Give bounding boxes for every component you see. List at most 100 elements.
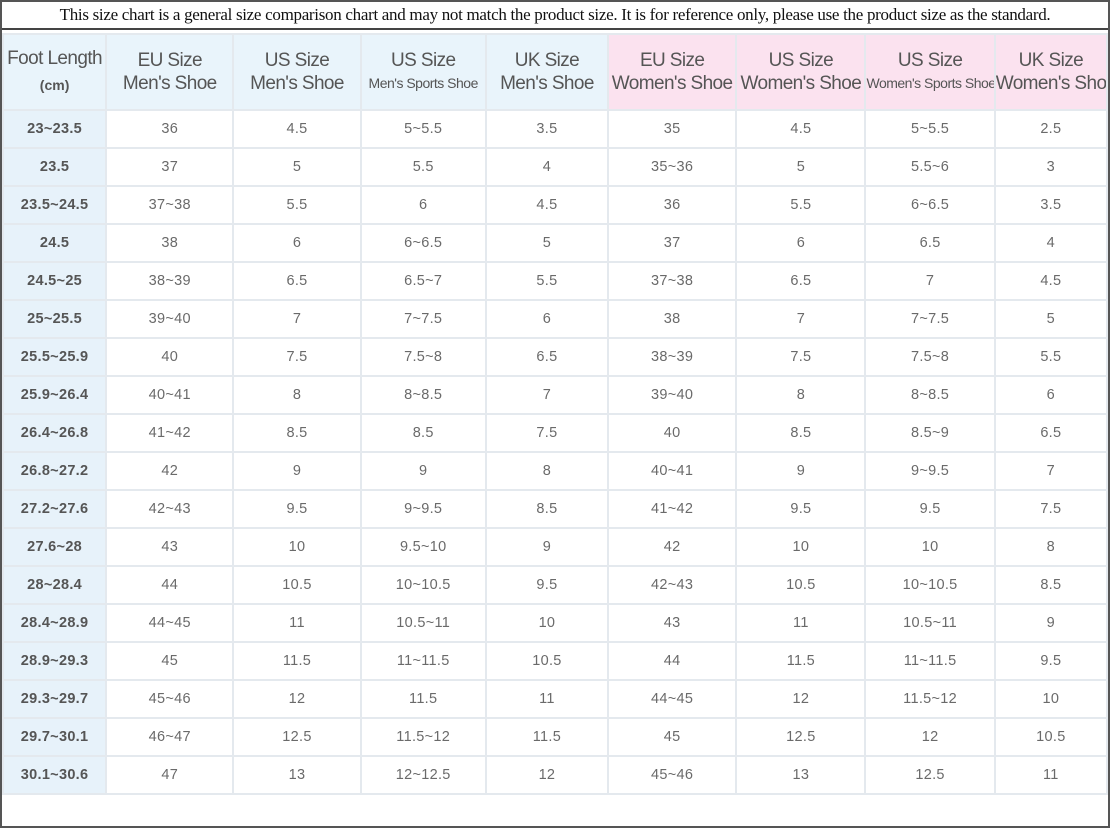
size-cell: 4	[484, 147, 610, 187]
foot-length-cell: 29.7~30.1	[1, 717, 108, 757]
column-header: UK Size Men's Shoe	[484, 33, 610, 111]
size-cell: 10.5	[735, 565, 867, 605]
size-cell: 5	[484, 223, 610, 263]
size-cell: 44	[105, 565, 235, 605]
column-header: EU Size Women's Shoe	[607, 33, 738, 111]
size-cell: 4	[993, 223, 1109, 263]
size-cell: 8~8.5	[359, 375, 487, 415]
column-header-title: UK Size	[514, 50, 580, 71]
size-cell: 45	[105, 641, 235, 681]
column-header-subtitle: Men's Shoe	[250, 73, 344, 94]
size-cell: 43	[105, 527, 235, 567]
size-cell: 5.5~6	[864, 147, 996, 187]
size-cell: 38~39	[607, 337, 738, 377]
size-cell: 9~9.5	[359, 489, 487, 529]
size-cell: 10~10.5	[359, 565, 487, 605]
size-cell: 8	[735, 375, 867, 415]
size-cell: 43	[607, 603, 738, 643]
size-cell: 8~8.5	[864, 375, 996, 415]
size-cell: 10~10.5	[864, 565, 996, 605]
size-cell: 9.5~10	[359, 527, 487, 567]
size-cell: 3.5	[993, 185, 1109, 225]
column-header-title: EU Size	[137, 50, 203, 71]
size-cell: 7~7.5	[359, 299, 487, 339]
size-comparison-table: Foot Length (cm) EU Size Men's Shoe US Size M…	[1, 33, 1109, 795]
size-cell: 35~36	[607, 147, 738, 187]
size-cell: 4.5	[232, 109, 362, 149]
foot-length-cell: 29.3~29.7	[1, 679, 108, 719]
size-cell: 8.5	[993, 565, 1109, 605]
size-cell: 7.5~8	[359, 337, 487, 377]
foot-length-cell: 28.9~29.3	[1, 641, 108, 681]
size-cell: 2.5	[993, 109, 1109, 149]
size-cell: 42	[607, 527, 738, 567]
header-row: Foot Length (cm) EU Size Men's Shoe US Size M…	[1, 33, 1109, 111]
foot-length-cell: 26.8~27.2	[1, 451, 108, 491]
size-cell: 7.5	[993, 489, 1109, 529]
size-cell: 4.5	[993, 261, 1109, 301]
column-header-title: US Size	[391, 50, 456, 71]
size-cell: 7.5	[232, 337, 362, 377]
table-row: 28~28.4 44 10.5 10~10.5 9.5 42~43 10.5 10~10.5 8…	[1, 565, 1109, 605]
size-cell: 37	[105, 147, 235, 187]
column-header-subtitle: Men's Shoe	[500, 73, 594, 94]
size-cell: 44~45	[105, 603, 235, 643]
size-cell: 38	[607, 299, 738, 339]
size-cell: 5.5	[484, 261, 610, 301]
size-cell: 6.5	[484, 337, 610, 377]
foot-length-cell: 27.6~28	[1, 527, 108, 567]
size-cell: 44~45	[607, 679, 738, 719]
size-cell: 38	[105, 223, 235, 263]
table-row: 26.8~27.2 42 9 9 8 40~41 9 9~9.5 7	[1, 451, 1109, 491]
size-cell: 11.5	[735, 641, 867, 681]
size-cell: 9.5	[993, 641, 1109, 681]
column-header-subtitle: Women's Sports Shoe	[866, 75, 995, 91]
size-cell: 8	[232, 375, 362, 415]
size-cell: 39~40	[105, 299, 235, 339]
size-cell: 41~42	[607, 489, 738, 529]
table-row: 29.3~29.7 45~46 12 11.5 11 44~45 12 11.5~12 10	[1, 679, 1109, 719]
size-cell: 39~40	[607, 375, 738, 415]
size-cell: 7.5	[484, 413, 610, 453]
size-cell: 40	[105, 337, 235, 377]
size-cell: 13	[735, 755, 867, 795]
foot-length-cell: 25.9~26.4	[1, 375, 108, 415]
size-cell: 10.5~11	[864, 603, 996, 643]
table-row: 24.5 38 6 6~6.5 5 37 6 6.5 4	[1, 223, 1109, 263]
size-cell: 10	[232, 527, 362, 567]
size-cell: 5~5.5	[864, 109, 996, 149]
size-cell: 8	[484, 451, 610, 491]
size-cell: 11	[232, 603, 362, 643]
size-cell: 6~6.5	[864, 185, 996, 225]
size-cell: 5.5	[735, 185, 867, 225]
column-header: US Size Men's Shoe	[232, 33, 362, 111]
table-row: 29.7~30.1 46~47 12.5 11.5~12 11.5 45 12.5 12 10.…	[1, 717, 1109, 757]
size-cell: 9.5	[484, 565, 610, 605]
foot-length-cell: 23.5~24.5	[1, 185, 108, 225]
column-header-title: US Size	[768, 50, 834, 71]
size-cell: 41~42	[105, 413, 235, 453]
size-cell: 42	[105, 451, 235, 491]
column-header: Foot Length (cm)	[1, 33, 108, 111]
column-header-title: EU Size	[639, 50, 705, 71]
size-cell: 10	[993, 679, 1109, 719]
size-cell: 7~7.5	[864, 299, 996, 339]
table-row: 27.6~28 43 10 9.5~10 9 42 10 10 8	[1, 527, 1109, 567]
size-cell: 11.5	[359, 679, 487, 719]
size-cell: 37~38	[105, 185, 235, 225]
size-cell: 42~43	[105, 489, 235, 529]
size-cell: 5.5	[359, 147, 487, 187]
size-cell: 8.5	[359, 413, 487, 453]
size-cell: 45~46	[607, 755, 738, 795]
size-cell: 7.5	[735, 337, 867, 377]
size-cell: 45	[607, 717, 738, 757]
table-body: 23~23.5 36 4.5 5~5.5 3.5 35 4.5 5~5.5 2.5 23.5 37 5…	[1, 109, 1109, 795]
column-header-subtitle: Men's Shoe	[122, 73, 217, 94]
size-cell: 10	[484, 603, 610, 643]
size-cell: 9~9.5	[864, 451, 996, 491]
column-header-subtitle: Men's Sports Shoe	[368, 75, 479, 91]
table-row: 30.1~30.6 47 13 12~12.5 12 45~46 13 12.5 11	[1, 755, 1109, 795]
size-cell: 47	[105, 755, 235, 795]
size-cell: 6.5	[993, 413, 1109, 453]
size-cell: 8.5	[484, 489, 610, 529]
